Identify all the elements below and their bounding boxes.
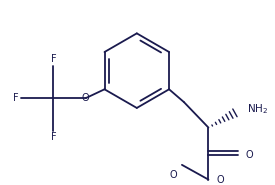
Text: O: O: [169, 170, 177, 180]
Text: F: F: [51, 132, 56, 142]
Text: O: O: [246, 150, 253, 160]
Text: O: O: [216, 175, 224, 185]
Text: F: F: [13, 93, 19, 103]
Text: F: F: [51, 54, 56, 64]
Text: O: O: [82, 93, 90, 103]
Text: NH$_2$: NH$_2$: [247, 102, 268, 116]
